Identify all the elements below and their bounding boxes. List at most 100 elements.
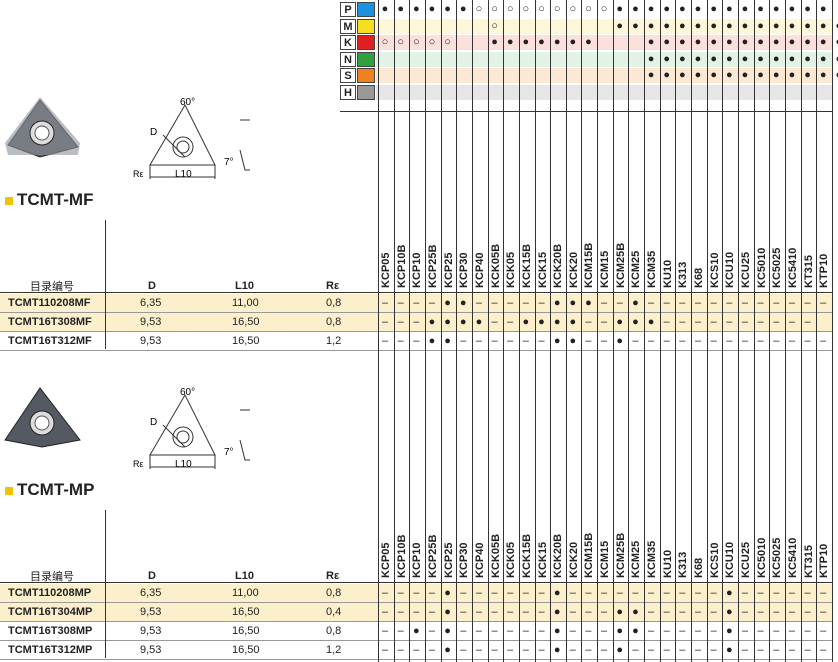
grade-mark: – [522,335,529,347]
grade-mark: – [694,625,702,637]
grade-label: KCM15 [599,250,612,288]
grade-col-line [581,0,583,662]
iso-swatch-P [357,2,375,17]
grade-mark: – [726,335,733,347]
grade-mark: ● [553,587,561,599]
grade-mark: – [679,587,686,599]
grade-mark: – [491,297,498,309]
d-value: 9,53 [140,625,162,637]
grade-mark: – [773,297,780,309]
grade-mark: – [460,335,467,347]
grade-label: KCM15 [599,540,612,578]
iso-mark: ● [679,36,686,48]
iso-mark: ● [741,36,749,48]
grade-mark: – [585,625,592,637]
col-header-d: D [148,280,156,292]
iso-mark: ● [741,69,749,81]
grade-mark: ● [632,297,639,309]
iso-mark: ● [819,19,827,32]
side-angle-label: 7° [224,447,234,458]
grade-col-line [597,0,599,662]
grade-mark: – [788,625,795,637]
angle-label: 60° [180,387,195,398]
grade-label: KC5410 [786,537,799,578]
iso-mark: ● [819,36,827,48]
iso-mark: ● [772,19,780,32]
grade-col-line [503,0,505,662]
grade-label: KCM25 [630,250,643,288]
section-title-mp: TCMT-MP [5,480,94,500]
grade-label: KU10 [661,259,674,288]
grade-label: K313 [677,551,690,578]
row-rule [0,659,832,660]
grade-mark: – [522,625,529,637]
iso-mark: ● [819,3,827,15]
grade-mark: ● [725,644,733,656]
grade-mark: – [397,644,404,656]
iso-row-bg [376,51,832,67]
grade-col-line [753,0,755,662]
iso-mark: ● [757,3,764,15]
row-highlight [0,294,832,312]
grade-mark: – [820,335,827,347]
grade-label: KCK20 [567,541,580,578]
iso-mark: ○ [428,36,436,48]
iso-mark: ● [819,52,827,65]
iso-swatch-K [357,35,375,50]
iso-mark: ○ [491,19,498,32]
iso-mark: ● [694,69,702,81]
grade-col-line [675,0,677,662]
grade-mark: ● [647,316,655,328]
grade-mark: – [663,297,670,309]
grade-label: KCM35 [646,250,659,288]
grade-label: KC5025 [771,537,784,578]
grade-mark: – [585,587,592,599]
iso-mark: ● [804,52,811,65]
grade-mark: – [679,335,686,347]
grade-col-line [769,0,771,662]
iso-mark: ● [647,69,655,81]
iso-mark: ● [804,19,811,32]
grade-mark: – [538,644,545,656]
grade-col-line [644,0,646,662]
iso-mark: ● [804,69,811,81]
iso-mark: ● [663,3,671,15]
grade-label: KTP10 [818,253,831,288]
iso-mark: ● [725,69,733,81]
col-header-l10: L10 [235,280,254,292]
grade-mark: ● [553,335,561,347]
grade-mark: – [428,587,435,599]
grade-mark: – [507,606,514,618]
grade-mark: – [741,587,748,599]
grade-col-line [628,0,630,662]
grade-label: KCK15 [536,251,549,288]
d-value: 6,35 [140,297,162,309]
grade-mark: ● [444,606,451,618]
iso-mark: ● [832,52,838,67]
grade-mark: ● [553,297,561,309]
iso-mark: ○ [538,3,545,15]
grade-label: KCM35 [646,540,659,578]
grade-mark: – [491,606,498,618]
grade-mark: – [679,316,686,328]
iso-row-bg [376,35,832,50]
iso-mark: ○ [475,3,483,15]
iso-mark: ○ [569,3,577,15]
iso-mark: ● [741,19,749,32]
grade-col-line [659,0,661,662]
grade-label: KCK05B [489,533,502,578]
grade-mark: – [663,625,670,637]
grade-label: KC5010 [755,247,768,288]
grade-mark: – [413,316,420,328]
grade-mark: – [710,335,717,347]
iso-mark: ● [632,3,639,15]
iso-mark: ● [725,36,733,48]
re-value: 0,4 [326,606,342,618]
grade-mark: – [773,644,780,656]
grade-mark: – [507,297,514,309]
iso-mark: ● [694,36,702,48]
grade-label: KCU10 [724,541,737,578]
grade-mark: – [741,606,748,618]
grade-mark: – [710,606,717,618]
grade-mark: – [773,625,780,637]
